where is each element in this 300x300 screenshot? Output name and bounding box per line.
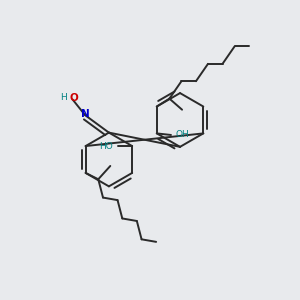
Text: HO: HO — [99, 142, 113, 151]
Text: OH: OH — [175, 130, 189, 140]
Text: H: H — [60, 93, 67, 102]
Text: N: N — [81, 109, 90, 119]
Text: O: O — [69, 94, 78, 103]
